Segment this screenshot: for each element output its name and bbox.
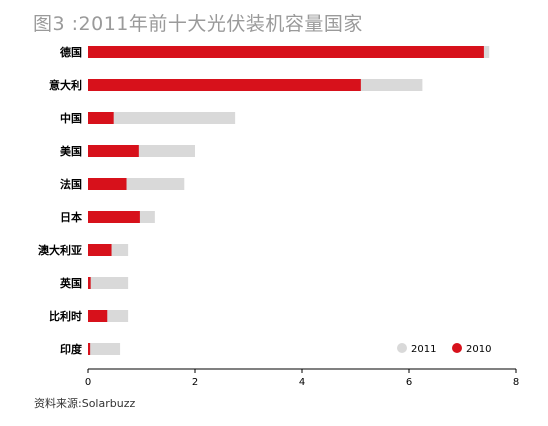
- legend-marker-2010: [452, 343, 462, 353]
- category-label: 德国: [59, 45, 82, 59]
- x-tick-label: 6: [406, 377, 412, 388]
- category-label: 印度: [60, 342, 83, 356]
- category-label: 法国: [60, 177, 82, 191]
- bar-2010-6: [88, 244, 112, 256]
- category-label: 英国: [59, 276, 82, 290]
- bar-2010-9: [88, 343, 91, 355]
- category-label: 澳大利亚: [38, 243, 82, 257]
- x-tick-label: 0: [85, 377, 91, 388]
- legend-marker-2011: [397, 343, 407, 353]
- category-label: 日本: [60, 210, 82, 224]
- category-label: 中国: [60, 111, 82, 125]
- bar-2010-1: [88, 79, 361, 91]
- x-tick-label: 2: [192, 377, 198, 388]
- bar-2010-8: [88, 310, 108, 322]
- bar-2011-7: [88, 277, 129, 289]
- bar-2010-5: [88, 211, 140, 223]
- x-tick-label: 8: [513, 377, 519, 388]
- legend-label-2010: 2010: [466, 344, 491, 355]
- legend-label-2011: 2011: [411, 344, 436, 355]
- bar-2010-7: [88, 277, 91, 289]
- chart-title: 图3 :2011年前十大光伏装机容量国家: [33, 13, 363, 35]
- x-tick-label: 4: [299, 377, 305, 388]
- category-label: 比利时: [49, 309, 82, 323]
- bar-2010-4: [88, 178, 127, 190]
- bar-2011-9: [88, 343, 121, 355]
- source-note: 资料来源:Solarbuzz: [34, 397, 136, 410]
- bar-2011-2: [88, 112, 236, 124]
- bar-2010-0: [88, 46, 484, 58]
- category-label: 意大利: [49, 78, 82, 92]
- bar-2010-3: [88, 145, 139, 157]
- category-label: 美国: [60, 144, 82, 158]
- bar-2010-2: [88, 112, 114, 124]
